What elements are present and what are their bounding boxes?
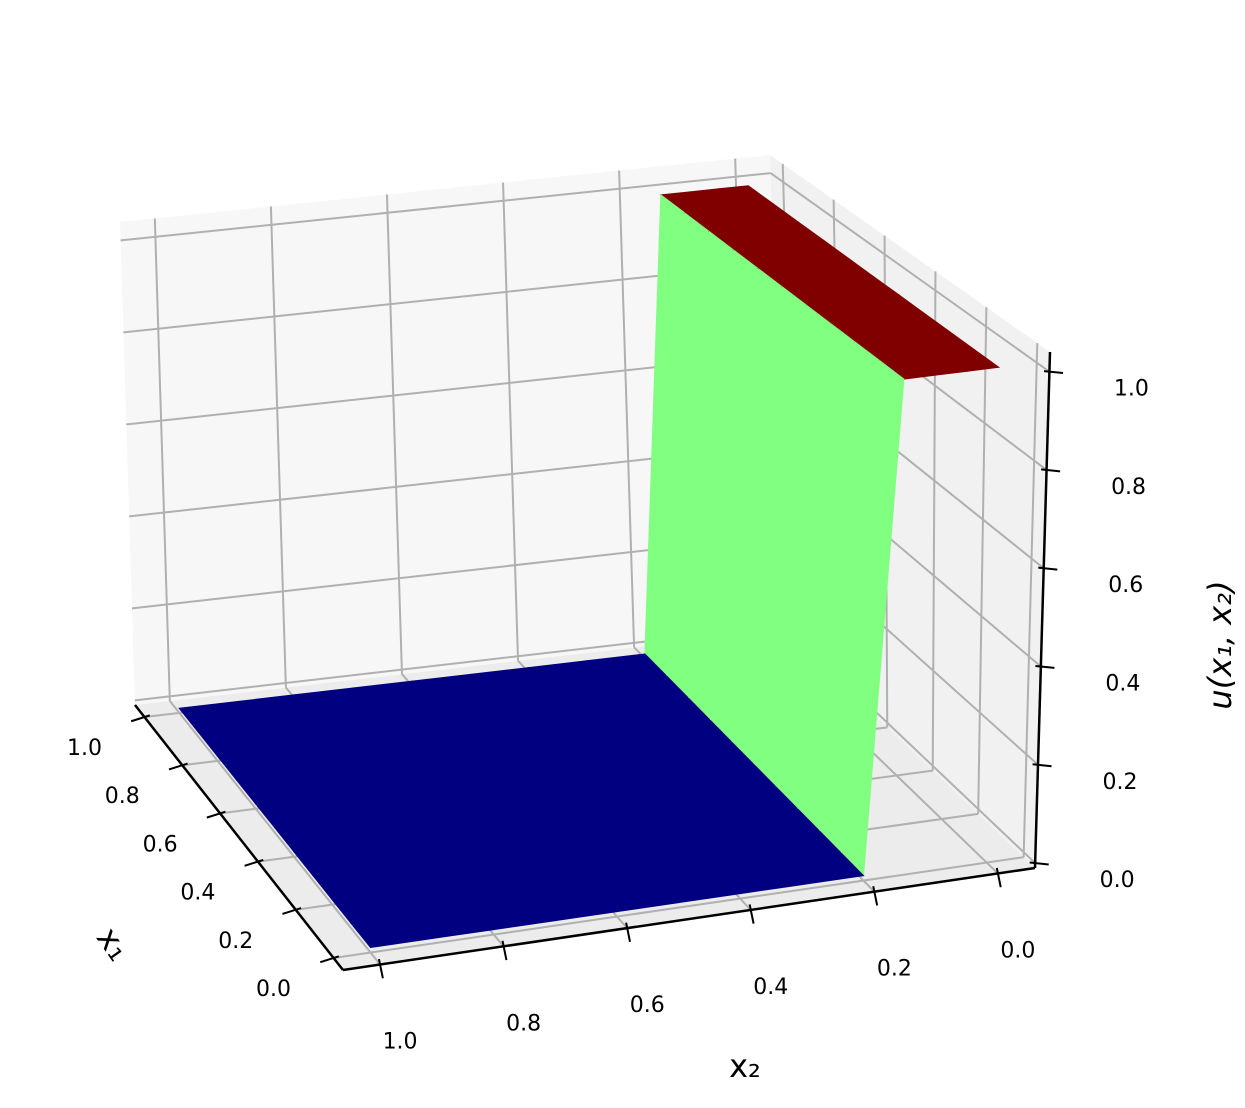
tick-mark [995, 867, 1002, 888]
z-tick-label: 0.8 [1111, 475, 1146, 500]
tick-mark [748, 904, 755, 924]
grid-line [169, 700, 381, 966]
x2-axis-line [342, 866, 1036, 972]
z-axis-line [1033, 351, 1052, 869]
tick-mark [168, 762, 188, 771]
z-tick-label: 1.0 [1114, 377, 1149, 402]
grid-line [618, 170, 636, 648]
grid-line [385, 194, 403, 675]
tick-mark [1029, 861, 1049, 866]
z-axis-label: u(x₁, x₂) [1201, 580, 1239, 709]
grid-line [153, 218, 171, 702]
x2-tick-label: 0.8 [506, 1011, 541, 1036]
tick-mark [501, 940, 508, 961]
tick-mark [872, 885, 879, 906]
x2-tick-label: 0.4 [753, 975, 788, 1000]
grid-line [769, 172, 1051, 373]
z-tick-label: 0.6 [1108, 573, 1143, 598]
z-tick-label: 0.0 [1100, 868, 1135, 893]
tick-mark [625, 922, 631, 943]
x2-tick-label: 0.2 [877, 957, 912, 982]
x1-axis-line [134, 704, 344, 971]
tick-mark [1041, 468, 1061, 473]
grid-line [977, 307, 988, 814]
grid-line [120, 172, 771, 242]
tick-mark [1032, 763, 1052, 768]
tick-mark [319, 955, 340, 964]
grid-line [333, 856, 1024, 959]
x2-tick-label: 0.6 [630, 993, 665, 1018]
x1-tick-label: 0.6 [143, 832, 178, 857]
grid-line [269, 206, 287, 688]
tick-mark [1038, 566, 1058, 571]
tick-mark [130, 714, 151, 723]
grid-line [1022, 343, 1039, 858]
tick-mark [282, 907, 302, 915]
x1-tick-label: 0.0 [256, 977, 291, 1002]
tick-mark [1035, 664, 1055, 669]
x1-tick-label: 0.8 [105, 784, 140, 809]
tick-mark [1043, 370, 1064, 375]
x1-tick-label: 1.0 [67, 736, 102, 761]
x1-tick-label: 0.4 [180, 881, 215, 906]
x2-tick-label: 0.0 [1000, 938, 1035, 963]
x2-axis-label: x₂ [729, 1047, 761, 1085]
z-tick-label: 0.4 [1105, 672, 1140, 697]
z-tick-label: 0.2 [1103, 770, 1138, 795]
pane-back [120, 155, 785, 705]
tick-mark [377, 958, 384, 979]
x1-axis-label: x₁ [89, 920, 138, 968]
x2-tick-label: 1.0 [383, 1030, 418, 1055]
surface-patch [350, 914, 434, 949]
x1-tick-label: 0.2 [218, 929, 253, 954]
tick-mark [244, 858, 264, 867]
grid-line [502, 182, 520, 661]
tick-mark [206, 810, 226, 819]
